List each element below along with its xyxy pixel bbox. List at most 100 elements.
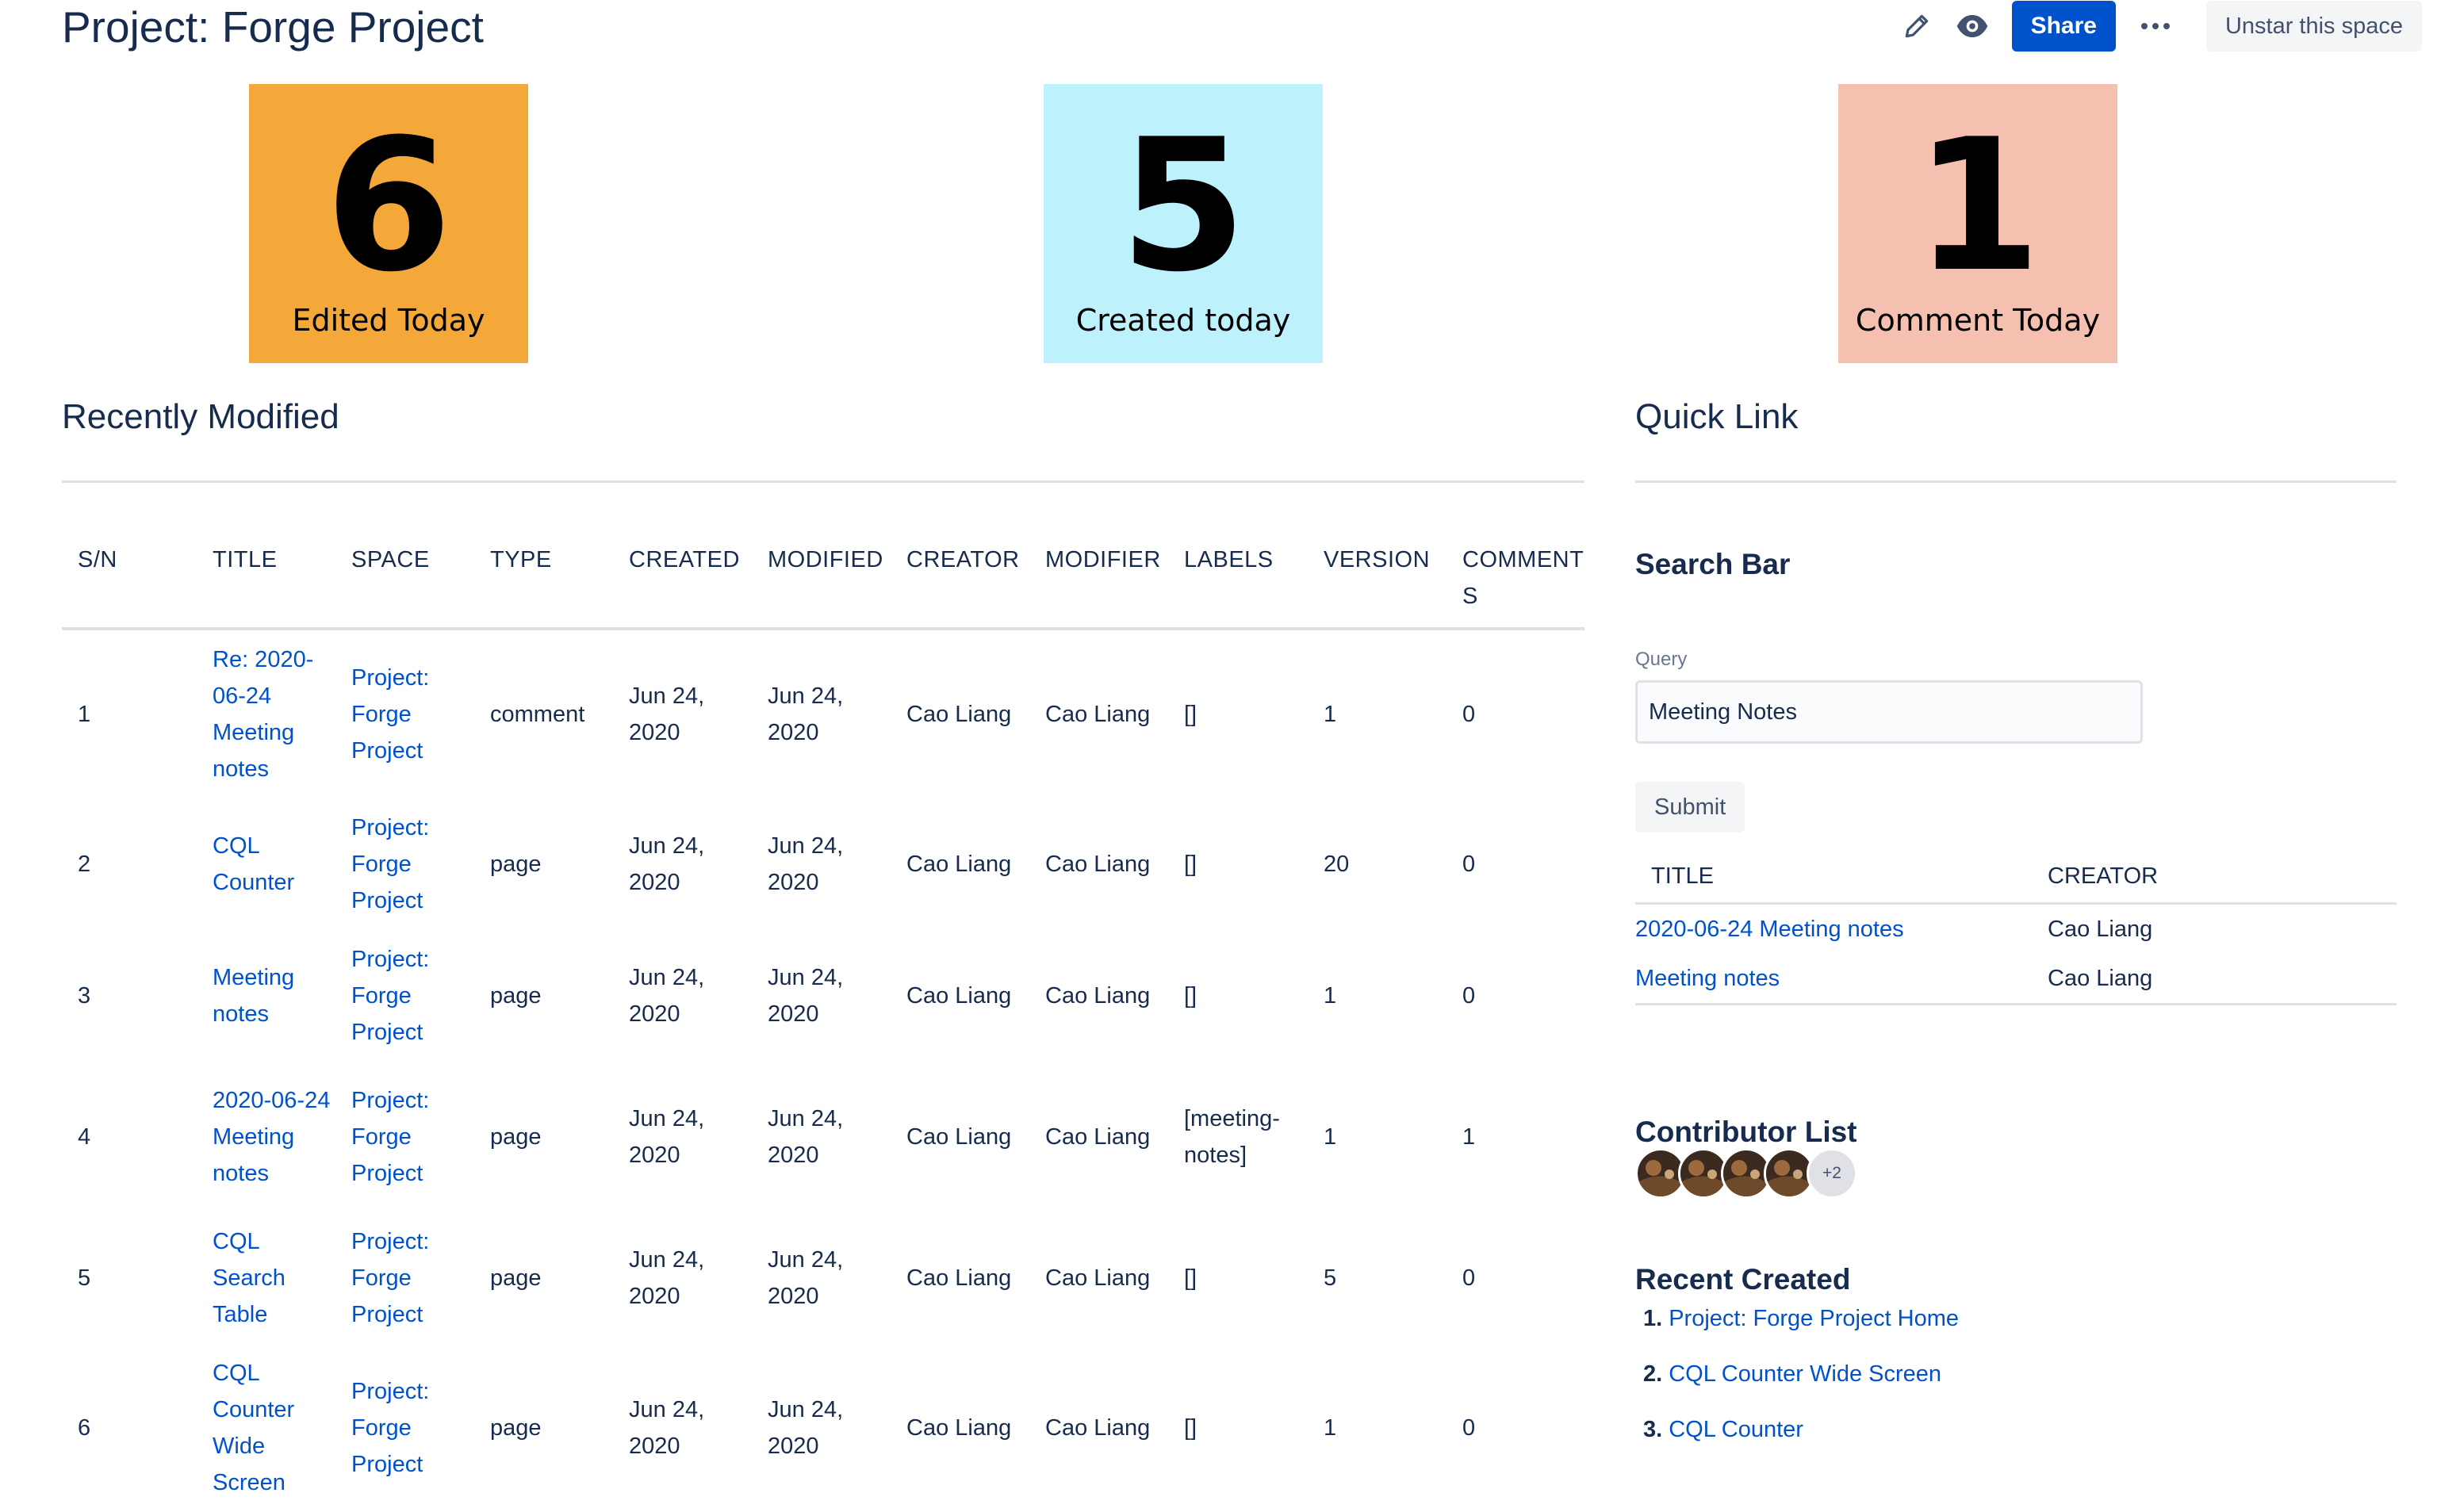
result-title-link[interactable]: Meeting notes	[1635, 966, 1780, 991]
created-date: Jun 24, 2020	[629, 1397, 705, 1459]
comment-today-label: Comment Today	[1855, 303, 2101, 338]
modifier-name: Cao Liang	[1045, 852, 1151, 877]
page-title-link[interactable]: CQL Search Table	[213, 1229, 285, 1327]
creator-name: Cao Liang	[906, 1124, 1012, 1150]
list-number: 1.	[1643, 1306, 1663, 1331]
table-row: 3 Meeting notes Project: Forge Project page…	[62, 930, 1584, 1062]
pencil-icon[interactable]	[1898, 7, 1936, 45]
space-link-cell: Project: Forge Project	[335, 930, 474, 1062]
modified-date: Jun 24, 2020	[768, 1397, 844, 1459]
modifier-name: Cao Liang	[1045, 1415, 1151, 1441]
eye-icon[interactable]	[1953, 7, 1991, 45]
column-header[interactable]: LABELS	[1168, 527, 1308, 630]
row-number: 4	[78, 1124, 91, 1150]
list-number: 3.	[1643, 1417, 1663, 1442]
column-header[interactable]: COMMENTS	[1446, 527, 1584, 630]
space-link[interactable]: Project: Forge Project	[351, 1229, 430, 1327]
recent-created-title: Recent Created	[1635, 1263, 1851, 1296]
comment-count: 0	[1462, 983, 1476, 1009]
recent-created-link[interactable]: CQL Counter	[1669, 1417, 1803, 1442]
column-header[interactable]: S/N	[62, 527, 197, 630]
column-header[interactable]: TITLE	[197, 527, 335, 630]
avatar[interactable]	[1678, 1148, 1729, 1199]
modifier-name: Cao Liang	[1045, 1124, 1151, 1150]
space-link-cell: Project: Forge Project	[335, 1062, 474, 1212]
edited-today-count: 6	[324, 101, 453, 312]
search-bar-title: Search Bar	[1635, 548, 1791, 580]
query-input[interactable]	[1635, 680, 2143, 744]
content-type: page	[490, 852, 542, 877]
labels-value: []	[1184, 983, 1197, 1009]
column-header[interactable]: MODIFIED	[752, 527, 891, 630]
row-number: 2	[78, 852, 91, 877]
table-header-row: TITLE CREATOR	[1635, 848, 2397, 905]
space-link[interactable]: Project: Forge Project	[351, 947, 430, 1045]
column-header[interactable]: SPACE	[335, 527, 474, 630]
comment-count: 0	[1462, 1415, 1476, 1441]
space-link[interactable]: Project: Forge Project	[351, 1088, 430, 1186]
column-header[interactable]: TYPE	[474, 527, 613, 630]
created-today-count: 5	[1119, 101, 1247, 312]
labels-value: []	[1184, 1415, 1197, 1441]
recent-created-link[interactable]: CQL Counter Wide Screen	[1669, 1361, 1942, 1387]
column-header[interactable]: CREATOR	[891, 527, 1029, 630]
modifier-name: Cao Liang	[1045, 702, 1151, 727]
modified-date: Jun 24, 2020	[768, 683, 844, 745]
share-button[interactable]: Share	[2011, 1, 2116, 52]
modifier-name: Cao Liang	[1045, 983, 1151, 1009]
table-row: Meeting notes Cao Liang	[1635, 954, 2397, 1005]
row-number: 6	[78, 1415, 91, 1441]
space-link[interactable]: Project: Forge Project	[351, 665, 430, 764]
list-item: 3. CQL Counter	[1643, 1413, 1959, 1446]
content-type: page	[490, 1124, 542, 1150]
labels-value: []	[1184, 852, 1197, 877]
search-results-table: TITLE CREATOR 2020-06-24 Meeting notes C…	[1635, 848, 2397, 1005]
comment-count: 0	[1462, 1265, 1476, 1291]
content-type: page	[490, 983, 542, 1009]
creator-name: Cao Liang	[906, 1265, 1012, 1291]
column-header[interactable]: VERSION	[1308, 527, 1446, 630]
table-row: 2020-06-24 Meeting notes Cao Liang	[1635, 904, 2397, 955]
quick-link-title: Quick Link	[1635, 397, 1799, 436]
content-type: page	[490, 1265, 542, 1291]
row-number: 3	[78, 983, 91, 1009]
query-label: Query	[1635, 649, 1688, 670]
page-title-link[interactable]: CQL Counter Wide Screen	[213, 1361, 295, 1495]
labels-value: [meeting-notes]	[1184, 1106, 1280, 1168]
space-link[interactable]: Project: Forge Project	[351, 815, 430, 913]
created-date: Jun 24, 2020	[629, 833, 705, 895]
modifier-name: Cao Liang	[1045, 1265, 1151, 1291]
result-title-link[interactable]: 2020-06-24 Meeting notes	[1635, 917, 1904, 942]
version-number: 1	[1324, 1124, 1337, 1150]
page-title-link[interactable]: 2020-06-24 Meeting notes	[213, 1088, 331, 1186]
column-header[interactable]: MODIFIER	[1029, 527, 1168, 630]
more-icon[interactable]	[2130, 1, 2181, 52]
page-title-link-cell: CQL Counter	[197, 798, 335, 930]
page-title-link[interactable]: Meeting notes	[213, 965, 295, 1027]
recently-modified-table: S/N TITLE SPACE TYPE CREATED MODIFIED CR…	[62, 527, 1584, 1512]
modified-date: Jun 24, 2020	[768, 1106, 844, 1168]
divider	[1635, 480, 2397, 483]
page-title-link-cell: 2020-06-24 Meeting notes	[197, 1062, 335, 1212]
space-link-cell: Project: Forge Project	[335, 1212, 474, 1344]
edited-today-counter: 6 Edited Today	[249, 84, 528, 363]
avatar[interactable]	[1721, 1148, 1772, 1199]
recent-created-link[interactable]: Project: Forge Project Home	[1669, 1306, 1960, 1331]
content-type: page	[490, 1415, 542, 1441]
modified-date: Jun 24, 2020	[768, 833, 844, 895]
page-toolbar: Share Unstar this space	[1880, 0, 2422, 52]
version-number: 20	[1324, 852, 1350, 877]
page-title-link-cell: CQL Search Table	[197, 1212, 335, 1344]
more-contributors-badge[interactable]: +2	[1807, 1148, 1857, 1199]
space-link[interactable]: Project: Forge Project	[351, 1379, 430, 1477]
page-title-link[interactable]: Re: 2020-06-24 Meeting notes	[213, 647, 314, 782]
space-link-cell: Project: Forge Project	[335, 1344, 474, 1512]
result-creator: Cao Liang	[2032, 954, 2397, 1005]
divider	[62, 480, 1584, 483]
submit-button[interactable]: Submit	[1635, 782, 1745, 833]
page-title-link-cell: Re: 2020-06-24 Meeting notes	[197, 629, 335, 798]
page-title-link[interactable]: CQL Counter	[213, 833, 295, 895]
column-header[interactable]: CREATED	[613, 527, 752, 630]
created-date: Jun 24, 2020	[629, 965, 705, 1027]
unstar-space-button[interactable]: Unstar this space	[2205, 1, 2422, 52]
